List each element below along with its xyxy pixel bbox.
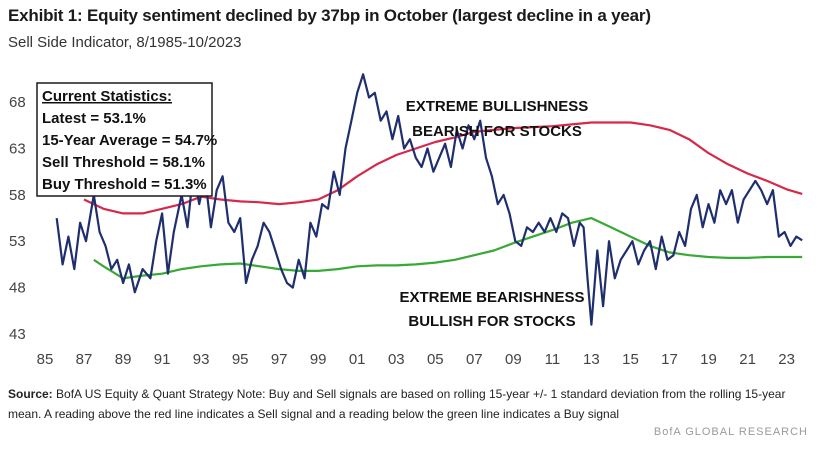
stats-average: 15-Year Average = 54.7% bbox=[42, 132, 217, 149]
x-tick-label: 97 bbox=[271, 351, 288, 368]
x-tick-label: 19 bbox=[700, 351, 717, 368]
y-tick-label: 48 bbox=[9, 280, 26, 297]
x-tick-label: 89 bbox=[115, 351, 132, 368]
x-tick-label: 09 bbox=[505, 351, 522, 368]
chart-title: Exhibit 1: Equity sentiment declined by … bbox=[8, 6, 651, 25]
stats-latest: Latest = 53.1% bbox=[42, 110, 146, 127]
brand-watermark: BofA GLOBAL RESEARCH bbox=[653, 426, 808, 438]
sell-threshold-line bbox=[83, 121, 803, 215]
annotation-bullishness-line1: EXTREME BULLISHNESS bbox=[406, 98, 589, 115]
source-text: BofA US Equity & Quant Strategy Note: Bu… bbox=[8, 387, 786, 421]
stats-sell-threshold: Sell Threshold = 58.1% bbox=[42, 154, 205, 171]
indicator-series-line bbox=[55, 73, 803, 326]
x-tick-label: 17 bbox=[661, 351, 678, 368]
x-tick-label: 03 bbox=[388, 351, 405, 368]
x-tick-label: 13 bbox=[583, 351, 600, 368]
x-tick-label: 85 bbox=[37, 351, 54, 368]
x-tick-label: 87 bbox=[76, 351, 93, 368]
x-tick-label: 01 bbox=[349, 351, 366, 368]
chart-subtitle: Sell Side Indicator, 8/1985-10/2023 bbox=[8, 34, 242, 51]
stats-heading: Current Statistics: bbox=[42, 88, 172, 105]
stats-buy-threshold: Buy Threshold = 51.3% bbox=[42, 176, 207, 193]
stats-box-frame bbox=[36, 82, 213, 197]
x-tick-label: 07 bbox=[466, 351, 483, 368]
x-tick-label: 15 bbox=[622, 351, 639, 368]
y-tick-label: 53 bbox=[9, 233, 26, 250]
y-tick-label: 43 bbox=[9, 326, 26, 343]
annotation-bearishness-line2: BULLISH FOR STOCKS bbox=[408, 313, 575, 330]
buy-threshold-line bbox=[93, 217, 803, 280]
y-tick-label: 58 bbox=[9, 187, 26, 204]
x-tick-label: 23 bbox=[778, 351, 795, 368]
x-tick-label: 93 bbox=[193, 351, 210, 368]
chart-canvas: 85 87 89 91 93 95 97 99 01 03 05 07 09 11 13 15 17 19 21 23… bbox=[9, 73, 803, 368]
x-tick-label: 91 bbox=[154, 351, 171, 368]
y-tick-label: 63 bbox=[9, 141, 26, 158]
annotation-bearishness-line1: EXTREME BEARISHNESS bbox=[399, 289, 584, 306]
annotation-bullishness-line2: BEARISH FOR STOCKS bbox=[412, 123, 582, 140]
x-tick-label: 21 bbox=[739, 351, 756, 368]
x-tick-label: 99 bbox=[310, 351, 327, 368]
y-tick-label: 68 bbox=[9, 94, 26, 111]
x-tick-label: 05 bbox=[427, 351, 444, 368]
x-tick-label: 11 bbox=[545, 351, 561, 368]
source-note: Source: BofA US Equity & Quant Strategy … bbox=[8, 384, 808, 424]
x-tick-label: 95 bbox=[232, 351, 249, 368]
stats-box: Current Statistics: Latest = 53.1% 15-Ye… bbox=[36, 82, 217, 197]
source-label: Source: bbox=[8, 387, 53, 401]
